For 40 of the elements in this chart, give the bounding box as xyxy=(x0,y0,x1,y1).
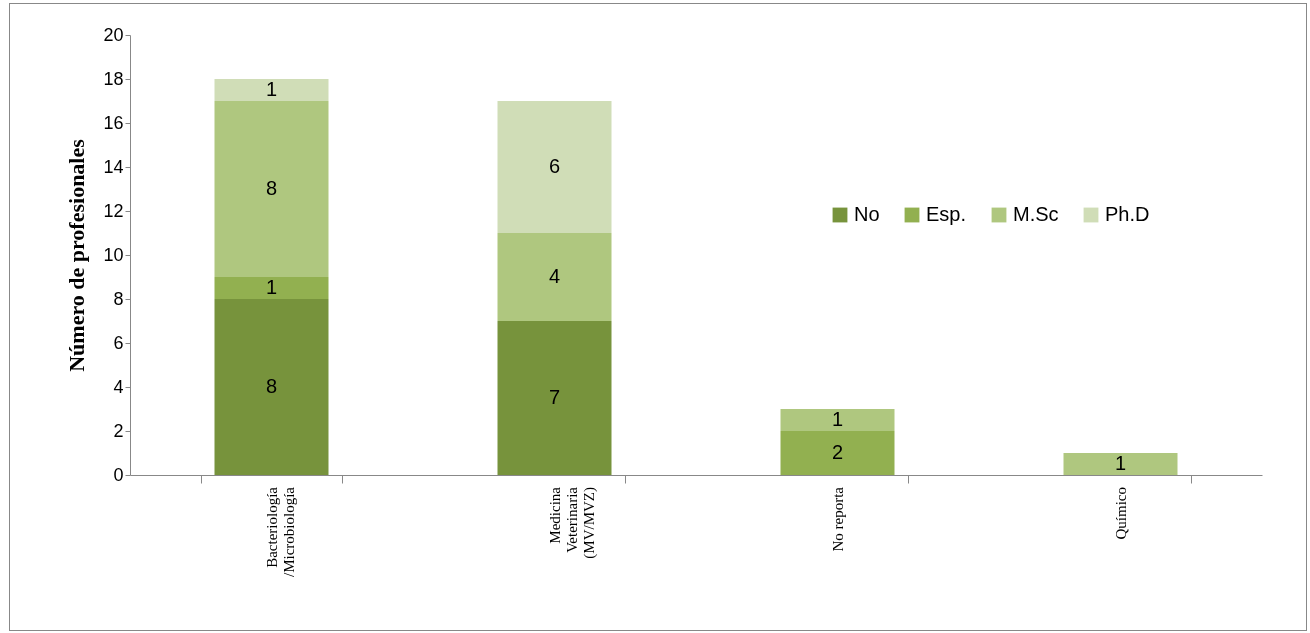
y-tick-label: 16 xyxy=(103,112,124,133)
y-tick-label: 10 xyxy=(103,244,124,265)
x-tick-label: Bacteriología /Microbiología xyxy=(263,486,297,577)
y-tick-label: 6 xyxy=(113,332,124,353)
x-tick-label: Medicina Veterinaria (MV/MVZ) xyxy=(546,486,598,559)
x-tick-label: Químico xyxy=(1112,487,1129,540)
x-tick-label: No reporta xyxy=(829,486,846,552)
legend-label: No xyxy=(854,203,880,225)
y-tick-label: 14 xyxy=(103,156,124,177)
y-axis-title: Número de profesionales xyxy=(64,138,90,372)
data-label: 1 xyxy=(831,408,844,430)
bar xyxy=(1063,453,1178,475)
bar xyxy=(780,409,895,431)
bar xyxy=(214,277,329,299)
y-tick-label: 12 xyxy=(103,200,124,221)
bar xyxy=(214,101,329,277)
data-label: 1 xyxy=(265,276,278,298)
y-tick-label: 20 xyxy=(103,24,124,45)
data-label: 8 xyxy=(265,375,278,397)
y-tick-label: 4 xyxy=(113,376,124,397)
data-label: 7 xyxy=(548,386,561,408)
y-tick-label: 18 xyxy=(103,68,124,89)
y-tick-label: 0 xyxy=(113,464,124,485)
bar xyxy=(497,233,612,321)
y-tick-label: 8 xyxy=(113,288,124,309)
bar xyxy=(780,431,895,475)
bar xyxy=(497,101,612,233)
data-label: 6 xyxy=(548,155,561,177)
data-label: 1 xyxy=(265,78,278,100)
bar xyxy=(214,79,329,101)
bar xyxy=(214,299,329,475)
data-label: 2 xyxy=(831,441,844,463)
data-label: 8 xyxy=(265,177,278,199)
legend-label: Ph.D xyxy=(1105,203,1150,225)
y-tick-label: 2 xyxy=(113,420,124,441)
data-label: 4 xyxy=(548,265,561,287)
data-label: 1 xyxy=(1114,452,1127,474)
legend-label: M.Sc xyxy=(1013,203,1059,225)
legend-label: Esp. xyxy=(926,203,967,225)
bar xyxy=(497,321,612,475)
